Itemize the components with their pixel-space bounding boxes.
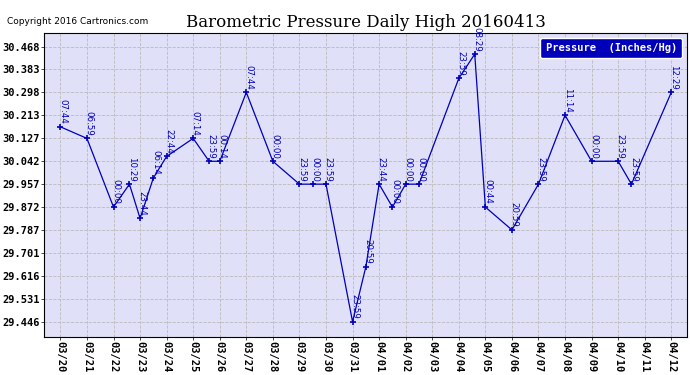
Text: 20:59: 20:59: [364, 239, 373, 264]
Text: 00:14: 00:14: [217, 134, 226, 159]
Text: 06:59: 06:59: [85, 111, 94, 136]
Text: 23:59: 23:59: [629, 157, 638, 182]
Text: 00:00: 00:00: [403, 157, 413, 182]
Text: 23:59: 23:59: [207, 134, 216, 159]
Text: 00:00: 00:00: [589, 134, 598, 159]
Text: 23:44: 23:44: [377, 157, 386, 182]
Text: 06:14: 06:14: [151, 150, 160, 175]
Text: 22:44: 22:44: [164, 129, 173, 154]
Text: 23:59: 23:59: [324, 157, 333, 182]
Text: Copyright 2016 Cartronics.com: Copyright 2016 Cartronics.com: [7, 17, 148, 26]
Text: 00:00: 00:00: [270, 134, 279, 159]
Text: 07:44: 07:44: [244, 65, 253, 90]
Text: 07:14: 07:14: [191, 111, 200, 136]
Text: 23:44: 23:44: [138, 191, 147, 216]
Legend: Pressure  (Inches/Hg): Pressure (Inches/Hg): [540, 38, 682, 58]
Text: 23:59: 23:59: [615, 134, 624, 159]
Text: 00:00: 00:00: [310, 157, 319, 182]
Text: 23:59: 23:59: [456, 51, 466, 76]
Text: 08:29: 08:29: [473, 27, 482, 51]
Title: Barometric Pressure Daily High 20160413: Barometric Pressure Daily High 20160413: [186, 14, 546, 31]
Text: 00:00: 00:00: [417, 157, 426, 182]
Text: 07:44: 07:44: [58, 99, 67, 124]
Text: 10:29: 10:29: [127, 157, 136, 182]
Text: 23:59: 23:59: [297, 157, 306, 182]
Text: 23:59: 23:59: [351, 294, 359, 319]
Text: 11:14: 11:14: [562, 88, 572, 112]
Text: 00:44: 00:44: [483, 180, 492, 204]
Text: 00:00: 00:00: [390, 180, 399, 204]
Text: 00:00: 00:00: [111, 180, 120, 204]
Text: 20:59: 20:59: [509, 202, 519, 227]
Text: 23:59: 23:59: [536, 157, 545, 182]
Text: 12:29: 12:29: [669, 65, 678, 90]
